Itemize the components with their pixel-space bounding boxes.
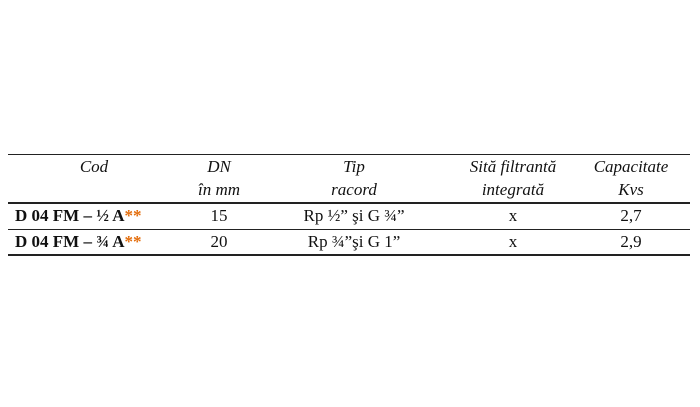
cell: x — [508, 232, 518, 251]
cell: 15 — [210, 206, 228, 225]
cell: x — [508, 206, 518, 225]
header-cell: integrată — [481, 180, 545, 199]
code-cell: D 04 FM – ¾ A** — [15, 232, 142, 252]
header-cell: DN — [207, 157, 231, 176]
cell: Rp ¾”şi G 1” — [307, 232, 401, 251]
cell: 20 — [210, 232, 228, 251]
header-cell: Capacitate — [593, 157, 669, 176]
header-cell: Kvs — [618, 180, 644, 199]
header-cell: Tip — [343, 157, 365, 176]
header-cell: Cod — [79, 157, 109, 176]
rule — [8, 229, 690, 230]
header-cell: racord — [331, 180, 377, 199]
rule — [8, 154, 690, 155]
cell: 2,9 — [620, 232, 642, 251]
code-cell: D 04 FM – ½ A** — [15, 206, 142, 226]
rule — [8, 202, 690, 204]
footnote-mark: ** — [124, 206, 142, 225]
cell: 2,7 — [620, 206, 642, 225]
footnote-mark: ** — [124, 232, 142, 251]
code: D 04 FM – ½ A — [15, 206, 125, 225]
header-cell: Sită filtrantă — [469, 157, 557, 176]
header-cell: în mm — [197, 180, 241, 199]
rule — [8, 254, 690, 256]
cell: Rp ½” şi G ¾” — [303, 206, 405, 225]
code: D 04 FM – ¾ A — [15, 232, 125, 251]
